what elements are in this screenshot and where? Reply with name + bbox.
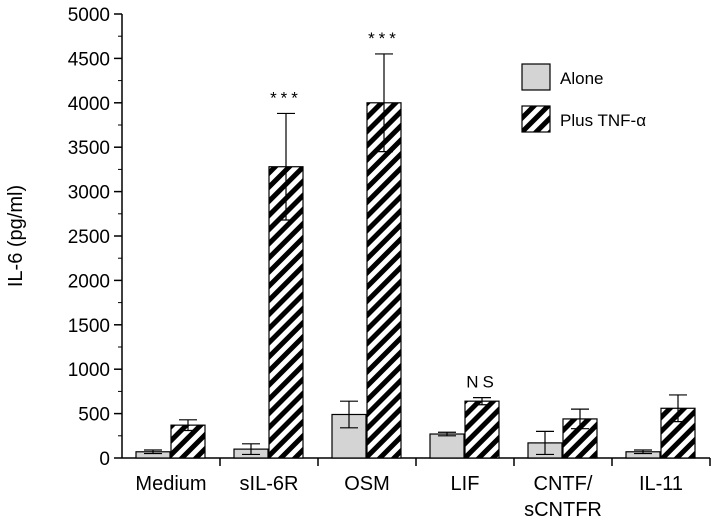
- y-tick-label: 2500: [68, 227, 110, 248]
- y-tick-label: 1500: [68, 316, 110, 337]
- y-tick-label: 0: [99, 449, 110, 470]
- x-tick-label: CNTF/sCNTFR: [524, 473, 602, 521]
- legend: Alone Plus TNF-α: [521, 63, 646, 133]
- y-axis-title: IL-6 (pg/ml): [5, 185, 27, 287]
- y-tick-label: 3500: [68, 138, 110, 159]
- legend-swatch-plus-tnf: [521, 105, 551, 133]
- x-tick-label: IL-11: [639, 473, 683, 495]
- significance-label: ***: [270, 88, 302, 107]
- legend-label: Plus TNF-α: [560, 111, 646, 130]
- significance-label: ***: [368, 29, 400, 48]
- x-tick-label: LIF: [451, 473, 480, 495]
- y-tick-label: 4000: [68, 94, 110, 115]
- y-tick-label: 4500: [68, 49, 110, 70]
- axes: 0 500 1000 1500 2000 2500 3000 3500 4000 4500 5000…: [5, 5, 711, 521]
- x-tick-label: Medium: [135, 473, 206, 495]
- bar-plus-tnf: [464, 400, 500, 459]
- legend-label: Alone: [560, 69, 603, 88]
- x-tick-label: sIL-6R: [240, 473, 299, 495]
- bars: *** *** NS: [135, 29, 696, 459]
- y-tick-label: 500: [78, 405, 110, 426]
- y-tick-label: 3000: [68, 183, 110, 204]
- y-tick-label: 5000: [68, 5, 110, 26]
- x-tick-label: OSM: [344, 473, 390, 495]
- bar-alone: [429, 433, 465, 459]
- significance-label: NS: [466, 373, 498, 392]
- bar-plus-tnf: [366, 102, 402, 459]
- y-tick-label: 2000: [68, 271, 110, 292]
- legend-swatch-alone: [521, 63, 551, 91]
- y-tick-label: 1000: [68, 360, 110, 381]
